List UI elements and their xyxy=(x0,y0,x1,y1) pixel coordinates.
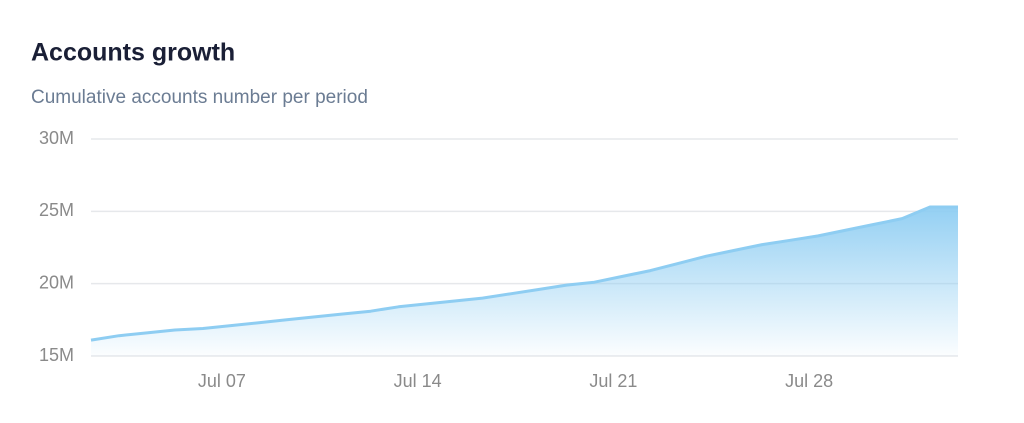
chart-title: Accounts growth xyxy=(31,39,235,67)
y-tick-label: 15M xyxy=(39,345,74,365)
x-tick-label: Jul 21 xyxy=(589,371,637,391)
area-line xyxy=(90,205,958,342)
y-tick-label: 30M xyxy=(39,128,74,148)
area-fill xyxy=(91,207,958,356)
x-tick-label: Jul 07 xyxy=(198,371,246,391)
chart-subtitle: Cumulative accounts number per period xyxy=(31,87,368,108)
y-tick-label: 20M xyxy=(39,272,74,292)
y-tick-label: 25M xyxy=(39,200,74,220)
x-tick-label: Jul 28 xyxy=(785,371,833,391)
x-tick-label: Jul 14 xyxy=(394,371,442,391)
